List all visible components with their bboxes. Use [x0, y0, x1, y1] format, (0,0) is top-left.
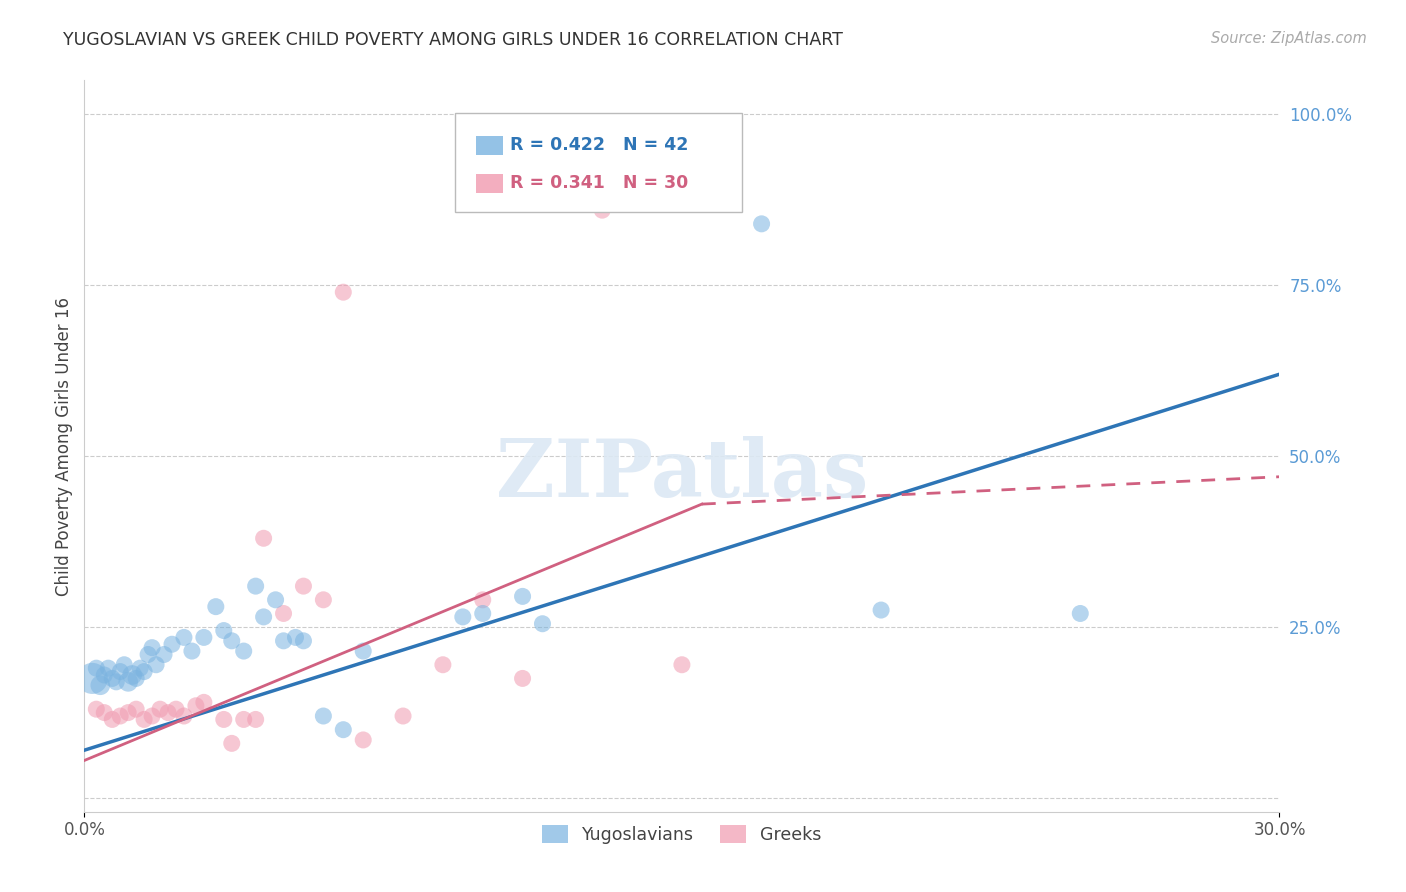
Point [264, 592, 287, 607]
Point [132, 665, 156, 679]
Point [451, 610, 474, 624]
Point [232, 713, 254, 727]
Point [212, 713, 235, 727]
Point [145, 657, 167, 672]
Point [86, 702, 108, 716]
Point [125, 702, 148, 716]
Point [332, 723, 354, 737]
Point [101, 672, 124, 686]
Bar [477, 136, 503, 155]
Point [352, 733, 374, 747]
Point [312, 592, 335, 607]
Point [101, 713, 124, 727]
Point [117, 674, 139, 689]
Point [245, 579, 267, 593]
Point [332, 285, 354, 300]
Point [1069, 607, 1091, 621]
Point [93, 668, 115, 682]
Point [117, 706, 139, 720]
Point [112, 657, 135, 672]
Point [253, 610, 276, 624]
FancyBboxPatch shape [456, 113, 742, 212]
Point [212, 624, 235, 638]
Y-axis label: Child Poverty Among Girls Under 16: Child Poverty Among Girls Under 16 [55, 296, 73, 596]
Point [870, 603, 893, 617]
Point [751, 217, 773, 231]
Point [471, 607, 494, 621]
Point [157, 706, 180, 720]
Point [184, 698, 207, 713]
Point [292, 579, 315, 593]
Point [245, 713, 267, 727]
Point [352, 644, 374, 658]
Point [392, 709, 415, 723]
Point [273, 607, 295, 621]
Point [160, 637, 183, 651]
Point [97, 661, 120, 675]
Point [132, 713, 156, 727]
Text: R = 0.341   N = 30: R = 0.341 N = 30 [510, 174, 688, 192]
Point [193, 695, 215, 709]
Point [193, 631, 215, 645]
Text: Source: ZipAtlas.com: Source: ZipAtlas.com [1211, 31, 1367, 46]
Point [591, 203, 613, 218]
Text: ZIPatlas: ZIPatlas [496, 436, 868, 515]
Point [141, 640, 163, 655]
Point [153, 648, 176, 662]
Point [671, 657, 693, 672]
Point [173, 709, 195, 723]
Point [471, 592, 494, 607]
Point [221, 633, 243, 648]
Text: YUGOSLAVIAN VS GREEK CHILD POVERTY AMONG GIRLS UNDER 16 CORRELATION CHART: YUGOSLAVIAN VS GREEK CHILD POVERTY AMONG… [63, 31, 844, 49]
Point [181, 644, 204, 658]
Point [110, 709, 132, 723]
Point [93, 706, 115, 720]
Point [432, 657, 454, 672]
Legend: Yugoslavians, Greeks: Yugoslavians, Greeks [536, 818, 828, 851]
Point [173, 631, 195, 645]
Point [312, 709, 335, 723]
Point [512, 590, 534, 604]
Point [165, 702, 187, 716]
Point [221, 736, 243, 750]
Point [82, 672, 104, 686]
Point [125, 672, 148, 686]
Point [253, 531, 276, 545]
Point [121, 668, 143, 682]
Point [129, 661, 152, 675]
Point [149, 702, 172, 716]
Point [292, 633, 315, 648]
Point [136, 648, 159, 662]
Point [89, 678, 111, 692]
Point [86, 661, 108, 675]
Point [110, 665, 132, 679]
Point [232, 644, 254, 658]
Bar [477, 174, 503, 193]
Point [205, 599, 228, 614]
Point [141, 709, 163, 723]
Point [512, 672, 534, 686]
Text: R = 0.422   N = 42: R = 0.422 N = 42 [510, 136, 688, 153]
Point [273, 633, 295, 648]
Point [284, 631, 307, 645]
Point [531, 616, 554, 631]
Point [105, 674, 128, 689]
